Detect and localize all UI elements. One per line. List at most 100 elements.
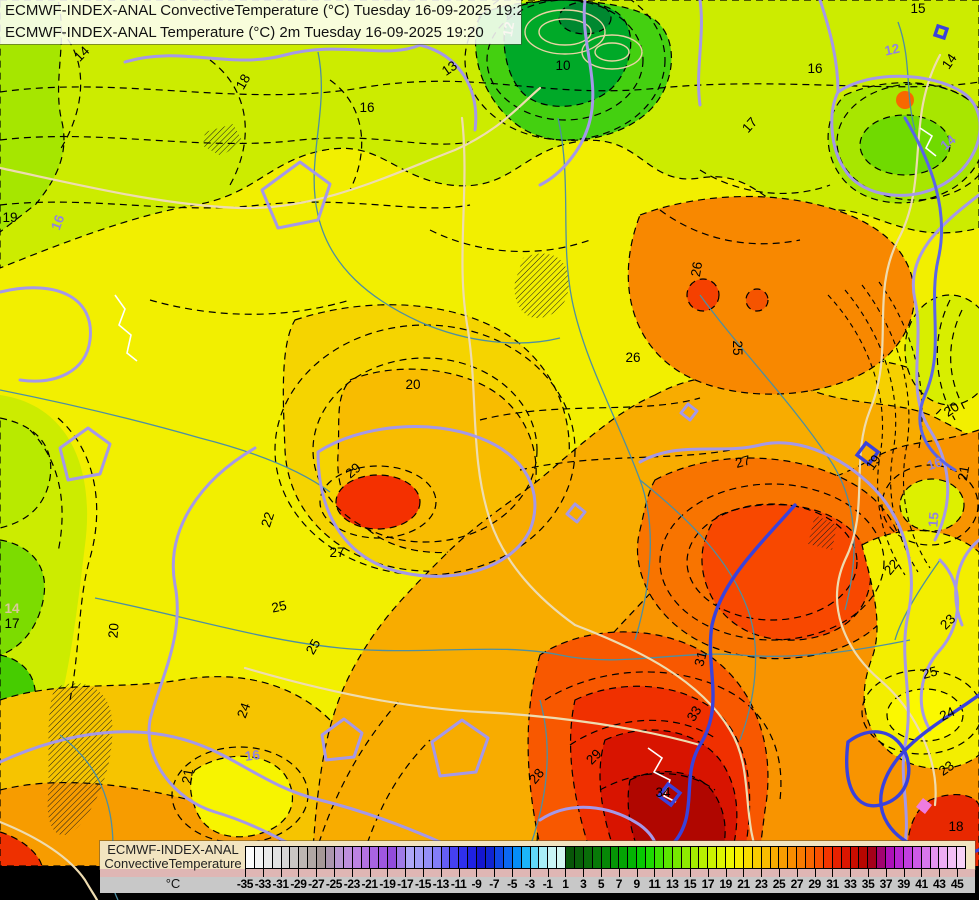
colorbar-tick-label: -11 [450, 877, 467, 891]
colorbar-tick-label: 41 [915, 877, 928, 891]
colorbar-cell [583, 847, 593, 868]
colorbar-cell [681, 847, 691, 868]
colorbar-cell [921, 847, 931, 868]
colorbar-tick-label: 15 [683, 877, 697, 891]
contour-label: 10 [555, 58, 570, 73]
colorbar-tick [512, 869, 514, 877]
colorbar-cell [761, 847, 771, 868]
colorbar-tick-label: 27 [790, 877, 804, 891]
contour-label: 25 [921, 663, 939, 681]
colorbar-tick [743, 869, 745, 877]
contour-label: 17 [4, 616, 19, 631]
colorbar-cell [263, 847, 273, 868]
colorbar-cell [414, 847, 424, 868]
colorbar-cell [726, 847, 735, 868]
colorbar-cell [343, 847, 353, 868]
contour-label: 24 [234, 700, 253, 720]
colorbar-tick-label: 23 [754, 877, 768, 891]
colorbar-tick-label: 37 [879, 877, 893, 891]
colorbar-tick [334, 869, 335, 877]
colorbar-tick [262, 869, 264, 877]
contour-label: 12 [883, 41, 901, 59]
colorbar-tick-label: -33 [254, 877, 272, 891]
colorbar-cell [370, 847, 380, 868]
colorbar-cell [868, 847, 878, 868]
colorbar-tick-label: 7 [615, 877, 623, 891]
colorbar-tick-label: -9 [471, 877, 482, 891]
colorbar-cell [290, 847, 300, 868]
colorbar-cell [708, 847, 718, 868]
contour-label: 18 [233, 71, 254, 92]
colorbar-tick [387, 869, 389, 877]
map-fill-layer [0, 0, 979, 866]
colorbar-cell [308, 847, 318, 868]
colorbar-cell [877, 847, 887, 868]
colorbar-cell [246, 847, 255, 868]
colorbar-cell [459, 847, 469, 868]
colorbar-tick-label: -19 [379, 877, 396, 891]
colorbar-tick-label: -27 [308, 877, 325, 891]
colorbar-tick-label: -29 [290, 877, 307, 891]
colorbar-tick-label: 25 [772, 877, 786, 891]
contour-label: 16 [244, 747, 261, 764]
colorbar-cell [832, 847, 842, 868]
colorbar-tick [725, 869, 727, 877]
colorbar-tick-label: -13 [432, 877, 450, 891]
colorbar-cell [254, 847, 264, 868]
contour-label: 15 [925, 511, 941, 528]
colorbar-tick [921, 869, 923, 877]
border-lines [0, 9, 942, 866]
colorbar-cell [326, 847, 335, 868]
colorbar-cell [548, 847, 558, 868]
colorbar-tick [245, 869, 246, 877]
colorbar-cell [592, 847, 602, 868]
legend-product-name: ECMWF-INDEX-ANAL [107, 842, 239, 857]
colorbar-tick-label: 3 [580, 877, 587, 891]
colorbar-tick-label: -7 [489, 877, 500, 891]
colorbar-tick [565, 869, 567, 877]
colorbar-tick-label: -17 [397, 877, 414, 891]
colorbar-tick [636, 869, 638, 877]
colorbar-cell [859, 847, 869, 868]
contour-label: 15 [910, 1, 925, 16]
colorbar-tick-label: 39 [897, 877, 910, 891]
colorbar-cell [886, 847, 896, 868]
colorbar-tick [707, 869, 709, 877]
colorbar-cell [895, 847, 904, 868]
colorbar-cell [299, 847, 309, 868]
colorbar-tick-label: -15 [414, 877, 432, 891]
colorbar-cell [388, 847, 398, 868]
colorbar-cell [957, 847, 966, 868]
title-line-temperature-2m: ECMWF-INDEX-ANAL Temperature (°C) 2m Tue… [5, 24, 484, 41]
colorbar-cell [406, 847, 415, 868]
colorbar-tick [903, 869, 905, 877]
colorbar-tick-labels: -35 -33 -31 -29 -27 -25 -23 -21 -19 -17 -15 -13 -11-… [237, 869, 970, 893]
colorbar-cell [841, 847, 851, 868]
colorbar-tick [957, 869, 959, 877]
contour-label: 33 [684, 703, 705, 724]
contour-label: 34 [655, 785, 671, 800]
colorbar-tick [440, 869, 442, 877]
colorbar-tick [529, 869, 531, 877]
temperature-colorbar [245, 846, 966, 869]
colorbar-cell [521, 847, 531, 868]
colorbar-cell [619, 847, 629, 868]
contour-label: 29 [343, 460, 364, 481]
colorbar-tick-label: 5 [597, 877, 605, 891]
colorbar-cell [797, 847, 807, 868]
colorbar-tick [654, 869, 656, 877]
legend-background-mid [100, 869, 975, 877]
colorbar-tick [583, 869, 585, 877]
colorbar-cell [441, 847, 451, 868]
contour-label: 19 [863, 452, 884, 473]
colorbar-cell [806, 847, 815, 868]
colorbar-tick-label: -25 [325, 877, 343, 891]
legend-units: °C [165, 876, 181, 891]
contour-label: 24 [937, 704, 957, 724]
colorbar-tick-label: 33 [844, 877, 857, 891]
colorbar-cell [823, 847, 833, 868]
colorbar-cell [574, 847, 584, 868]
colorbar-cell [272, 847, 282, 868]
